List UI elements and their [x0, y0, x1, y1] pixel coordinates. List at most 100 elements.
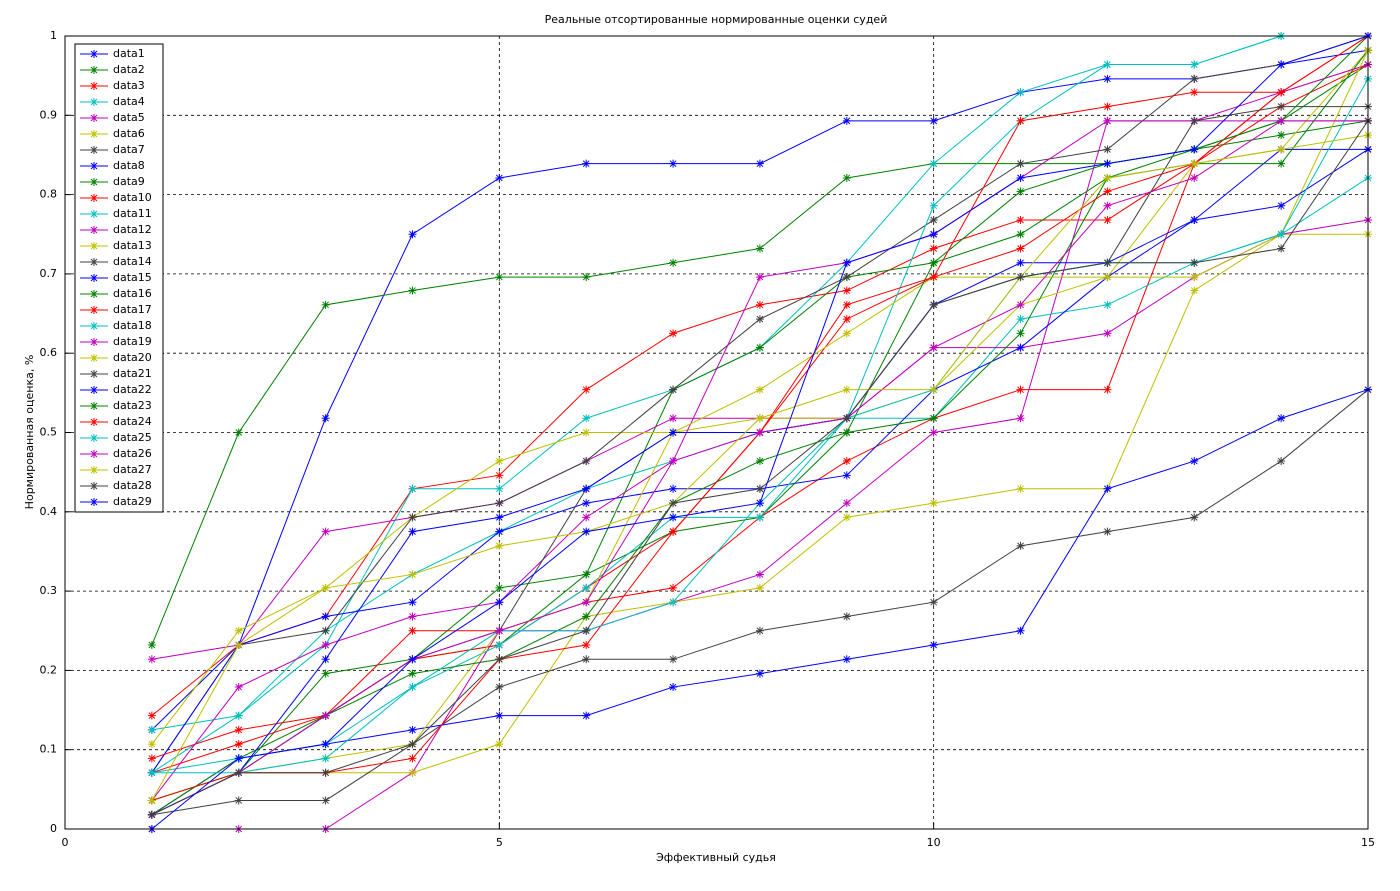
marker [147, 796, 156, 805]
marker [147, 725, 156, 734]
marker [929, 598, 938, 607]
marker [1016, 343, 1025, 352]
marker [321, 669, 330, 678]
x-tick-label: 0 [62, 836, 69, 849]
marker [1277, 88, 1286, 97]
legend-label: data16 [113, 287, 152, 300]
marker [842, 329, 851, 338]
marker [1103, 201, 1112, 210]
marker [842, 471, 851, 480]
marker [321, 300, 330, 309]
marker [842, 385, 851, 394]
marker [929, 273, 938, 282]
marker [1016, 329, 1025, 338]
x-tick-label: 5 [496, 836, 503, 849]
marker [1103, 258, 1112, 267]
legend-label: data5 [113, 111, 145, 124]
marker [1190, 116, 1199, 125]
y-axis-label: Нормированная оценка, % [23, 355, 36, 510]
marker [321, 711, 330, 720]
marker [234, 683, 243, 692]
legend-label: data6 [113, 127, 145, 140]
marker [495, 740, 504, 749]
marker [495, 655, 504, 664]
legend-marker [90, 466, 98, 474]
marker [321, 768, 330, 777]
marker [1277, 145, 1286, 154]
marker [929, 215, 938, 224]
marker [669, 457, 678, 466]
marker [582, 598, 591, 607]
marker [1103, 187, 1112, 196]
marker [755, 343, 764, 352]
marker [147, 655, 156, 664]
legend-label: data17 [113, 303, 152, 316]
marker [495, 598, 504, 607]
marker [234, 626, 243, 635]
marker [495, 457, 504, 466]
marker [1103, 102, 1112, 111]
marker [582, 583, 591, 592]
legend-label: data3 [113, 79, 145, 92]
marker [1277, 230, 1286, 239]
legend-label: data8 [113, 159, 145, 172]
legend-label: data22 [113, 383, 152, 396]
marker [408, 754, 417, 763]
marker [755, 273, 764, 282]
marker [842, 286, 851, 295]
marker [1103, 385, 1112, 394]
marker [842, 513, 851, 522]
marker [234, 768, 243, 777]
marker [582, 641, 591, 650]
legend-marker [90, 482, 98, 490]
marker [842, 315, 851, 324]
marker [755, 315, 764, 324]
marker [408, 230, 417, 239]
marker [755, 385, 764, 394]
legend-marker [90, 258, 98, 266]
marker [147, 810, 156, 819]
marker [1016, 385, 1025, 394]
marker [495, 173, 504, 182]
marker [669, 513, 678, 522]
legend-marker [90, 402, 98, 410]
marker [495, 711, 504, 720]
marker [755, 570, 764, 579]
marker [842, 414, 851, 423]
legend-label: data7 [113, 143, 145, 156]
marker [1277, 457, 1286, 466]
marker [1277, 244, 1286, 253]
legend-marker [90, 306, 98, 314]
legend-label: data10 [113, 191, 152, 204]
y-tick-label: 1 [50, 29, 57, 42]
marker [408, 725, 417, 734]
marker [755, 626, 764, 635]
y-tick-label: 0 [50, 822, 57, 835]
legend-marker [90, 274, 98, 282]
marker [408, 527, 417, 536]
marker [1016, 258, 1025, 267]
marker [408, 513, 417, 522]
legend-label: data2 [113, 63, 145, 76]
legend-marker [90, 130, 98, 138]
marker [408, 612, 417, 621]
legend-marker [90, 418, 98, 426]
marker [234, 725, 243, 734]
marker [1190, 60, 1199, 69]
marker [1016, 173, 1025, 182]
marker [929, 499, 938, 508]
legend-marker [90, 50, 98, 58]
marker [495, 273, 504, 282]
marker [495, 626, 504, 635]
marker [495, 513, 504, 522]
y-tick-label: 0.2 [40, 663, 58, 676]
marker [582, 513, 591, 522]
marker [755, 457, 764, 466]
marker [755, 428, 764, 437]
legend-marker [90, 434, 98, 442]
legend-label: data9 [113, 175, 145, 188]
marker [929, 244, 938, 253]
marker [1277, 159, 1286, 168]
